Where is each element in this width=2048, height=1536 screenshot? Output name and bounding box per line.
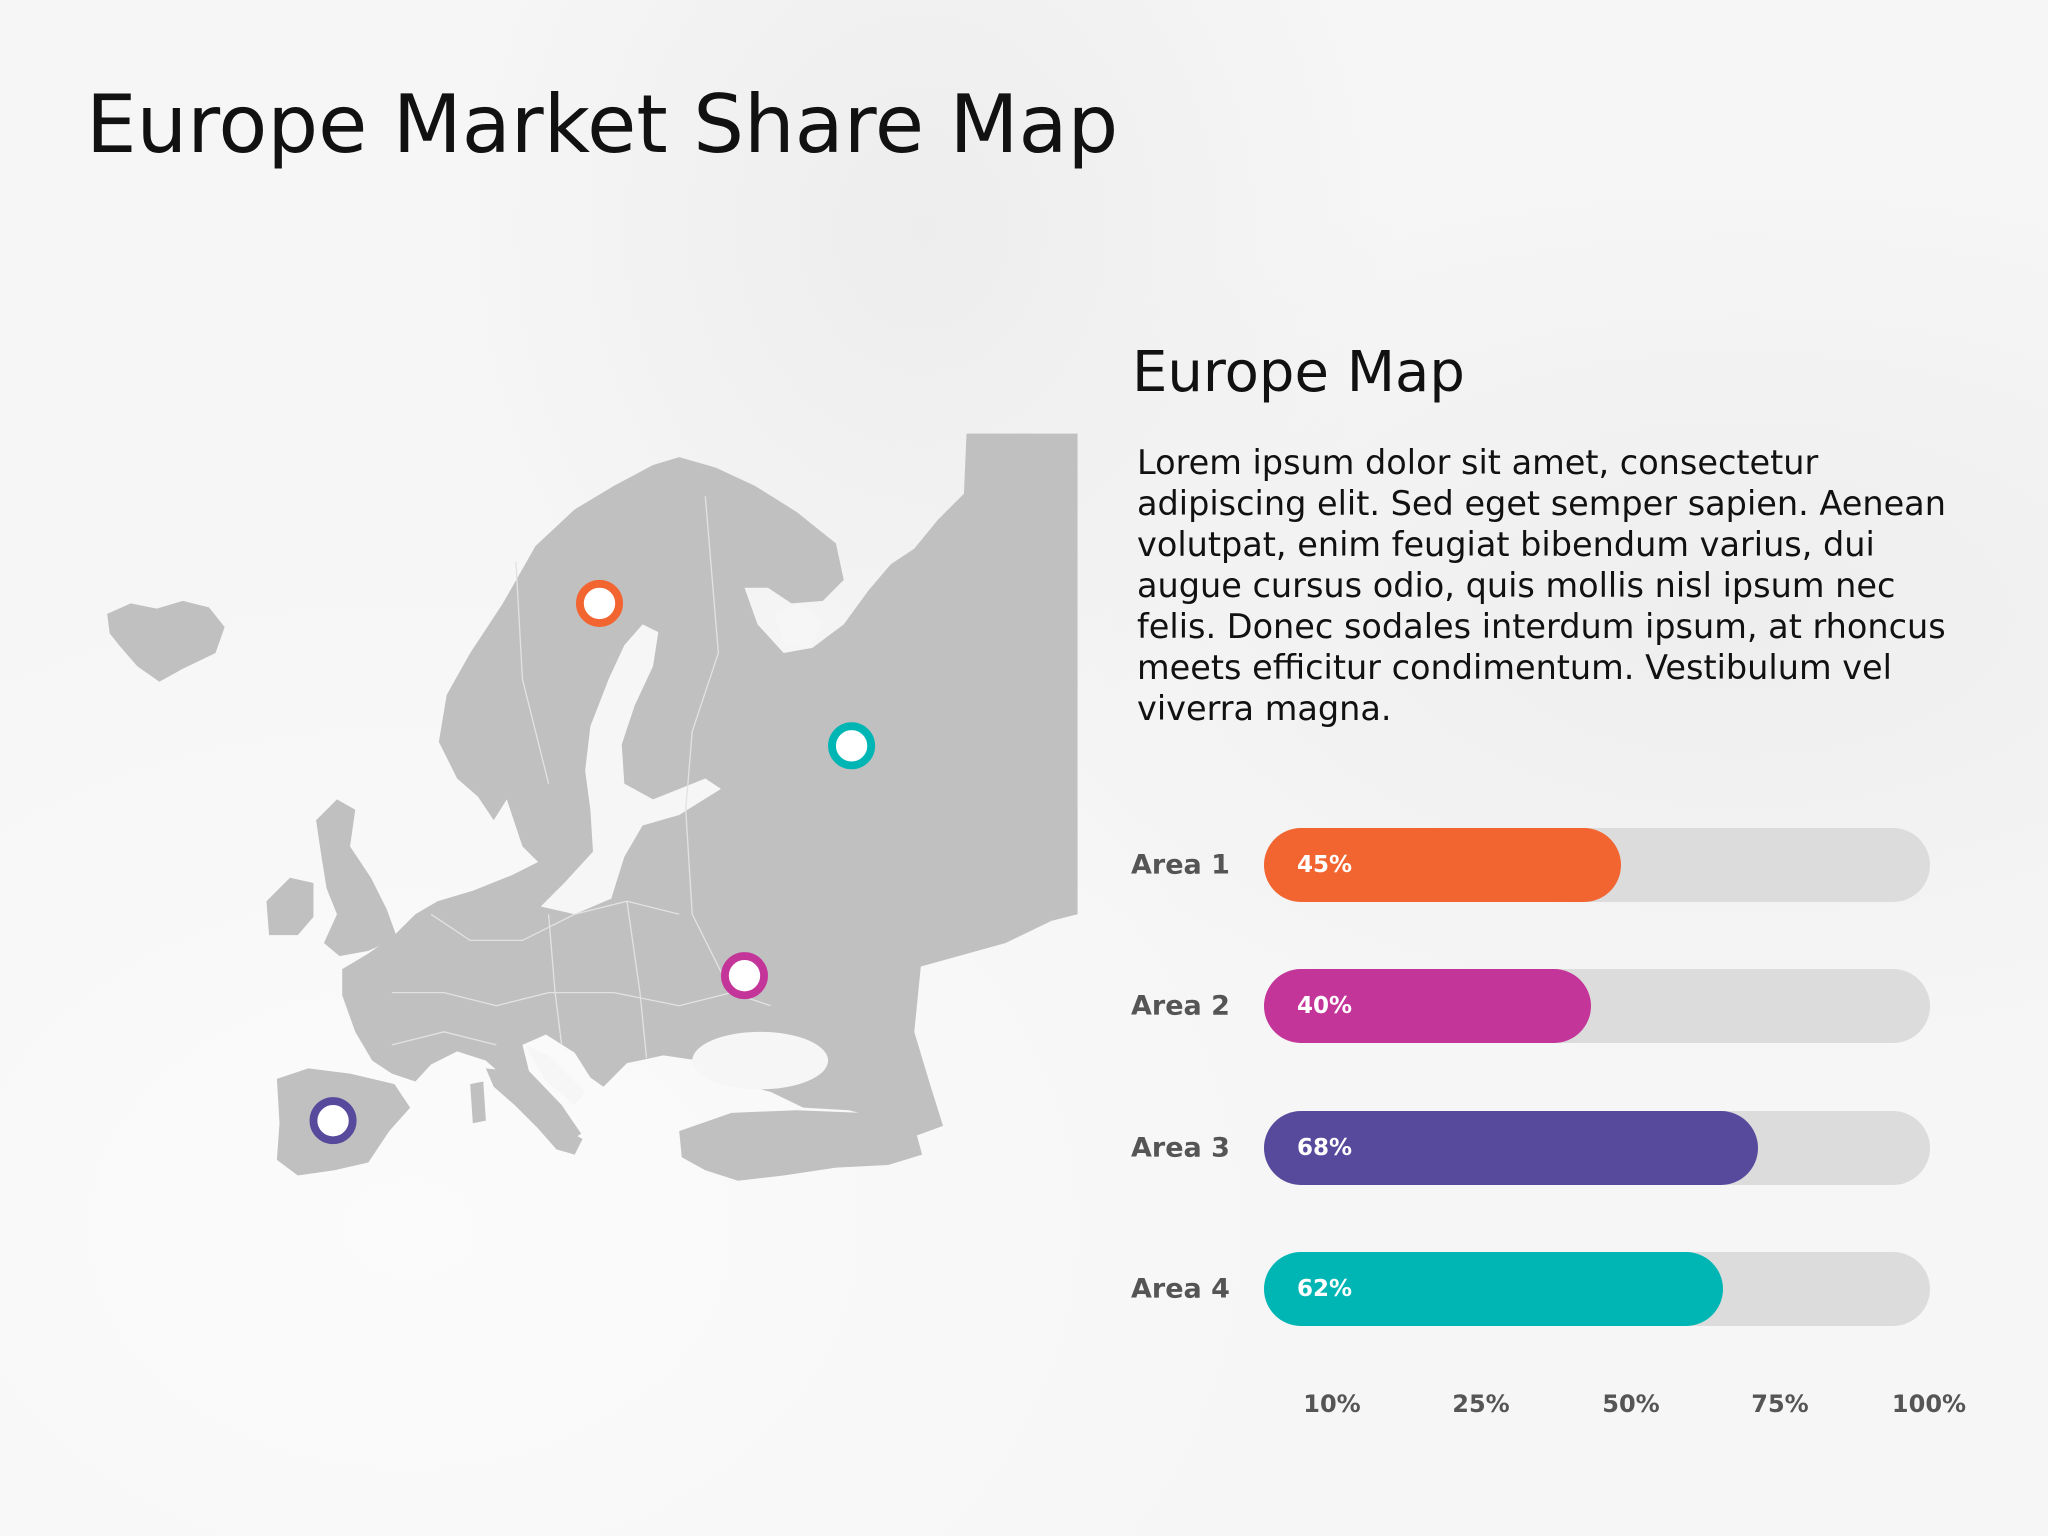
pin-area-2[interactable]: [720, 952, 768, 1000]
page-title: Europe Market Share Map: [86, 78, 1119, 171]
pin-area-3[interactable]: [309, 1097, 357, 1145]
gulf-of-bothnia: [540, 624, 721, 915]
x-tick-label: 75%: [1751, 1390, 1809, 1418]
bar: 62%: [1264, 1252, 1723, 1326]
bar-value-label: 62%: [1297, 1276, 1353, 1302]
x-tick-label: 100%: [1891, 1390, 1967, 1418]
sardinia: [470, 1081, 486, 1124]
section-body: Lorem ipsum dolor sit amet, consectetur …: [1137, 443, 1946, 728]
bar-label: Area 4: [1131, 1273, 1230, 1305]
bar-label: Area 1: [1131, 849, 1230, 881]
pin-area-4[interactable]: [828, 722, 876, 770]
bar: 40%: [1264, 969, 1591, 1043]
bar-track: 62%: [1264, 1252, 1930, 1326]
bar-track: 68%: [1264, 1111, 1930, 1185]
black-sea: [692, 1031, 829, 1090]
x-tick-label: 25%: [1452, 1390, 1510, 1418]
bar-label: Area 2: [1131, 990, 1230, 1022]
section-title: Europe Map: [1132, 340, 1465, 405]
ireland: [266, 877, 314, 936]
bar: 68%: [1264, 1111, 1759, 1185]
pin-area-1[interactable]: [576, 579, 624, 627]
uk: [316, 799, 398, 957]
bar-track: 45%: [1264, 828, 1930, 902]
bar-value-label: 68%: [1297, 1135, 1353, 1161]
italy: [485, 1068, 583, 1155]
adriatic: [525, 1044, 586, 1105]
bar-label: Area 3: [1131, 1132, 1230, 1164]
map-borders: [391, 496, 771, 1059]
map-pins: [309, 579, 876, 1145]
x-tick-label: 10%: [1303, 1390, 1361, 1418]
map-seas: [525, 603, 829, 1105]
bar-value-label: 40%: [1297, 993, 1353, 1019]
turkey: [679, 1110, 923, 1181]
bar: 45%: [1264, 828, 1621, 902]
x-tick-label: 50%: [1602, 1390, 1660, 1418]
white-sea: [773, 603, 823, 648]
iceland: [107, 600, 225, 682]
bar-value-label: 45%: [1297, 852, 1353, 878]
bar-track: 40%: [1264, 969, 1930, 1043]
